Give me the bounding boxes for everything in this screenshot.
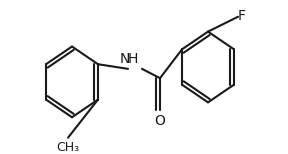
Text: CH₃: CH₃ (56, 140, 79, 154)
Text: O: O (155, 113, 165, 128)
Text: F: F (238, 9, 246, 23)
Text: N: N (120, 52, 130, 66)
Text: H: H (128, 52, 138, 66)
